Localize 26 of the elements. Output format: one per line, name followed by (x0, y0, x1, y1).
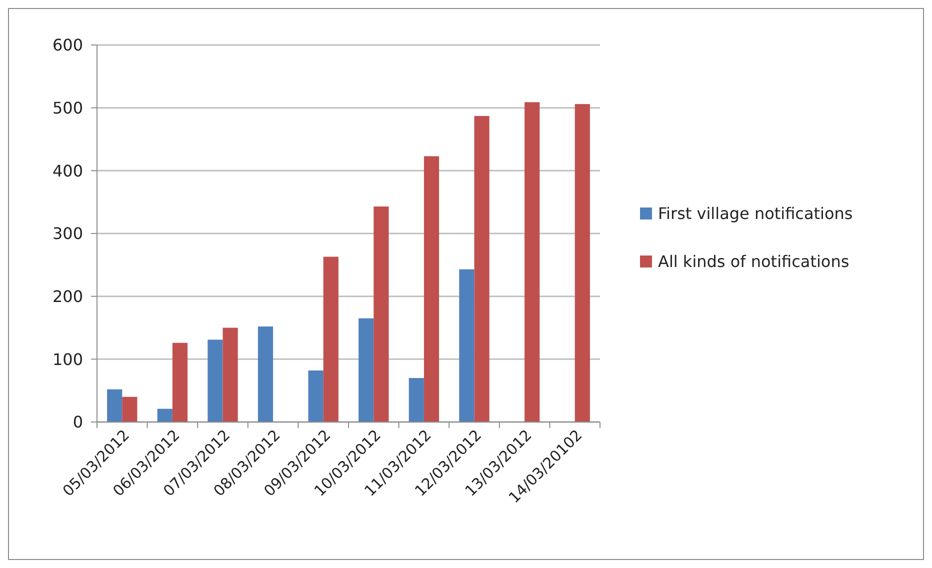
legend-label: First village notifications (658, 204, 853, 224)
bar (122, 396, 138, 422)
bar (258, 326, 274, 422)
bar (574, 104, 590, 422)
bar (222, 328, 238, 422)
bar (459, 269, 474, 422)
y-tick-label: 300 (52, 224, 83, 244)
y-tick-label: 100 (52, 350, 83, 369)
y-tick-label: 0 (72, 412, 83, 432)
bar (157, 408, 172, 422)
y-tick-label: 600 (52, 36, 83, 55)
y-tick-label: 500 (52, 98, 83, 118)
bar (172, 342, 188, 422)
bar (524, 102, 540, 422)
bar (107, 389, 122, 422)
legend-label: All kinds of notifications (658, 252, 850, 272)
bar (408, 378, 424, 422)
bar (308, 370, 324, 422)
y-tick-label: 200 (52, 286, 83, 306)
bar (474, 116, 490, 422)
y-tick-label: 400 (52, 161, 83, 180)
bar (424, 156, 440, 422)
bar (374, 206, 389, 422)
bar (208, 340, 223, 422)
bar (323, 256, 338, 422)
bar (358, 318, 374, 422)
